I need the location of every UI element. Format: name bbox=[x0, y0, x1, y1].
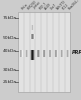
Text: HEK293: HEK293 bbox=[27, 0, 38, 10]
Text: 75kDa: 75kDa bbox=[2, 16, 16, 20]
Text: Jurkat: Jurkat bbox=[32, 2, 41, 10]
Text: A549: A549 bbox=[44, 2, 53, 10]
Text: 30kDa: 30kDa bbox=[2, 68, 16, 72]
Text: Cos7: Cos7 bbox=[50, 2, 58, 10]
Text: 40kDa: 40kDa bbox=[2, 49, 16, 53]
Text: PRPS2: PRPS2 bbox=[72, 50, 81, 56]
Text: 25kDa: 25kDa bbox=[2, 80, 16, 84]
Text: 50kDa: 50kDa bbox=[2, 36, 16, 40]
Text: PC12: PC12 bbox=[62, 2, 70, 10]
Text: MCF-7: MCF-7 bbox=[38, 1, 48, 10]
Text: HeLa: HeLa bbox=[21, 2, 29, 10]
Text: Raw264.7: Raw264.7 bbox=[68, 0, 81, 10]
Text: NIH/3T3: NIH/3T3 bbox=[56, 0, 67, 10]
